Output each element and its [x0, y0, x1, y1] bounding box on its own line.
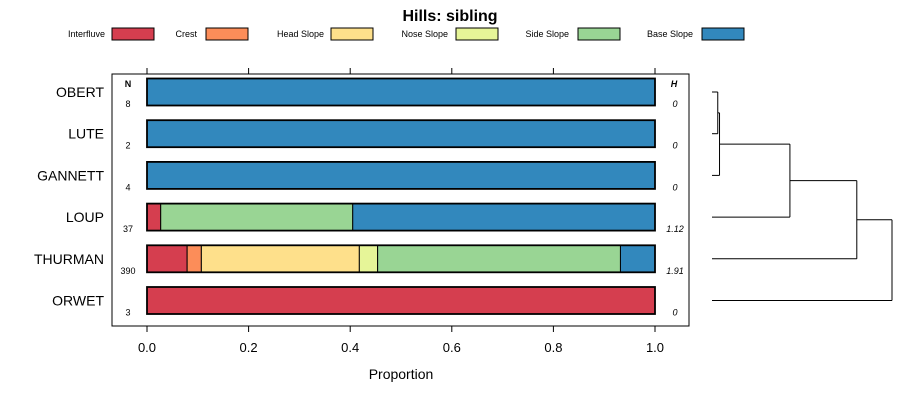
legend-label: Base Slope — [647, 29, 693, 39]
h-value: 1.12 — [666, 224, 684, 234]
bar-segment — [200, 244, 360, 273]
h-value: 1.91 — [666, 266, 684, 276]
bar-outline — [146, 286, 656, 315]
n-value: 4 — [125, 182, 130, 192]
h-value: 0 — [672, 99, 677, 109]
h-header: H — [671, 79, 678, 89]
n-header: N — [125, 79, 132, 89]
category-label: GANNETT — [37, 167, 104, 183]
chart-title: Hills: sibling — [402, 8, 497, 25]
bar-segment — [146, 203, 162, 232]
dendrogram — [712, 91, 893, 301]
legend-swatch — [701, 27, 745, 41]
bar-segment — [146, 78, 656, 106]
bars — [146, 77, 656, 315]
bar-outline — [146, 160, 656, 190]
n-value: 8 — [125, 99, 130, 109]
bar-segment — [619, 244, 656, 273]
x-tick-label: 1.0 — [646, 340, 664, 355]
legend-label: Side Slope — [525, 29, 569, 39]
x-tick-label: 0.6 — [443, 340, 461, 355]
x-axis: 0.0 0.2 0.4 0.6 0.8 1.0 — [138, 326, 664, 355]
bar-segment — [352, 203, 656, 232]
legend: Interfluve Crest Head Slope Nose Slope Side … — [68, 27, 745, 41]
legend-swatch — [111, 27, 155, 41]
legend-label: Nose Slope — [401, 29, 448, 39]
h-values: 0 0 0 1.12 1.91 0 — [666, 99, 684, 318]
bar-row — [146, 244, 656, 274]
bar-outline — [146, 77, 656, 107]
legend-swatch — [330, 27, 374, 41]
bar-row — [146, 119, 656, 149]
x-tick-label: 0.8 — [544, 340, 562, 355]
legend-swatch — [577, 27, 621, 41]
category-label: LUTE — [68, 126, 104, 142]
n-value: 2 — [125, 141, 130, 151]
bar-segment — [358, 244, 379, 273]
x-axis-label: Proportion — [369, 366, 434, 382]
n-value: 3 — [125, 308, 130, 318]
legend-swatch — [205, 27, 249, 41]
bar-segment — [146, 286, 656, 315]
legend-label: Crest — [175, 29, 197, 39]
plot-frame — [111, 73, 690, 327]
bar-row — [146, 77, 656, 107]
bar-segment — [146, 244, 188, 273]
n-value: 390 — [120, 266, 135, 276]
bar-outline — [146, 119, 656, 149]
bar-segment — [146, 161, 656, 190]
bar-segment — [146, 119, 656, 148]
x-tick-label: 0.4 — [341, 340, 359, 355]
category-label: THURMAN — [34, 251, 104, 267]
legend-label: Interfluve — [68, 29, 105, 39]
legend-swatch — [455, 27, 499, 41]
category-label: LOUP — [66, 209, 104, 225]
category-labels: OBERT LUTE GANNETT LOUP THURMAN ORWET — [34, 84, 104, 309]
bar-row — [146, 160, 656, 190]
n-value: 37 — [123, 224, 133, 234]
n-values: 8 2 4 37 390 3 — [120, 99, 135, 318]
bar-outline — [146, 244, 656, 274]
bar-segment — [186, 244, 202, 273]
x-tick-label: 0.0 — [138, 340, 156, 355]
bar-segment — [377, 244, 621, 273]
bar-row — [146, 202, 656, 232]
bar-segment — [160, 203, 354, 232]
h-value: 0 — [672, 141, 677, 151]
legend-label: Head Slope — [277, 29, 324, 39]
h-value: 0 — [672, 182, 677, 192]
category-label: OBERT — [56, 84, 104, 100]
top-axis-ticks — [146, 68, 656, 74]
category-label: ORWET — [52, 293, 104, 309]
bar-outline — [146, 202, 656, 232]
x-tick-label: 0.2 — [240, 340, 258, 355]
bar-row — [146, 286, 656, 315]
h-value: 0 — [672, 308, 677, 318]
